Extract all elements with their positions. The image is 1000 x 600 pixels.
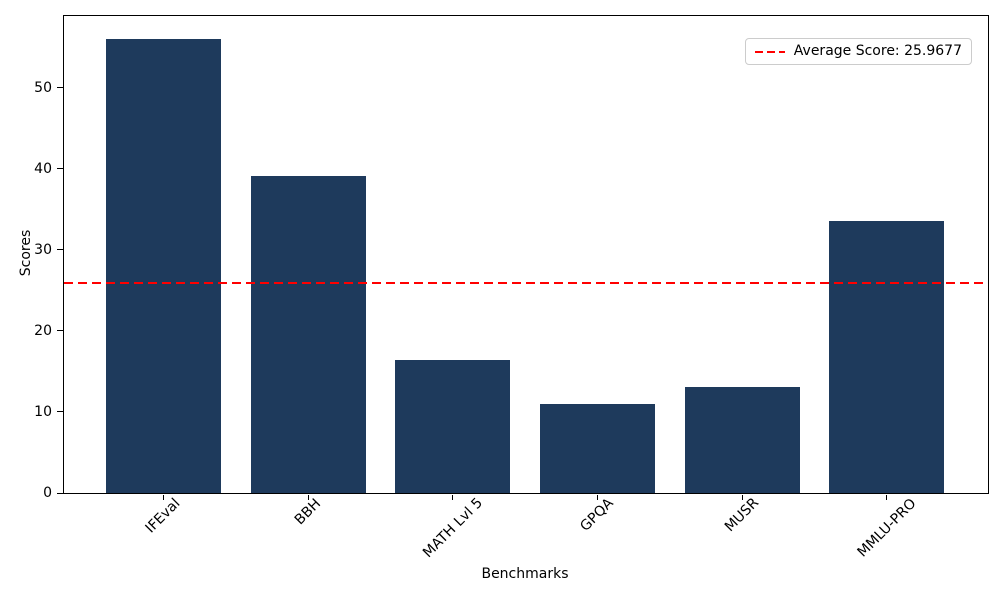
y-tick-20 bbox=[57, 330, 63, 332]
y-tick-label-40: 40 bbox=[34, 160, 52, 177]
bar-math-lvl-5 bbox=[395, 360, 511, 493]
y-tick-label-10: 10 bbox=[34, 403, 52, 420]
average-line-legend-swatch bbox=[754, 50, 785, 53]
x-tick-mmlu-pro bbox=[886, 495, 888, 500]
x-tick-musr bbox=[741, 495, 743, 500]
bar-gpqa bbox=[539, 404, 655, 493]
x-tick-label-ifeval: IFEval bbox=[142, 495, 184, 537]
x-tick-label-gpqa: GPQA bbox=[577, 495, 618, 535]
x-tick-math-lvl-5 bbox=[452, 495, 454, 500]
y-tick-label-50: 50 bbox=[34, 79, 52, 96]
legend-label: Average Score: 25.9677 bbox=[793, 43, 962, 59]
x-tick-label-bbh: BBH bbox=[291, 495, 325, 528]
y-tick-label-0: 0 bbox=[43, 485, 52, 501]
x-tick-label-mmlu-pro: MMLU-PRO bbox=[854, 495, 920, 561]
x-tick-label-musr: MUSR bbox=[721, 495, 763, 536]
x-axis-label: Benchmarks bbox=[481, 566, 569, 582]
legend: Average Score: 25.9677 bbox=[744, 38, 972, 65]
bar-musr bbox=[684, 387, 800, 493]
bar-ifeval bbox=[105, 38, 221, 493]
y-axis-label: Scores bbox=[18, 229, 34, 277]
y-tick-40 bbox=[57, 168, 63, 170]
bar-mmlu-pro bbox=[829, 220, 945, 493]
plot-area: Average Score: 25.9677 IFEval BBH MATH Lvl… bbox=[34, 15, 989, 561]
average-score-line bbox=[64, 281, 988, 284]
bar-bbh bbox=[250, 176, 366, 493]
y-tick-0 bbox=[57, 492, 63, 494]
y-tick-30 bbox=[57, 249, 63, 251]
x-tick-label-math-lvl-5: MATH Lvl 5 bbox=[419, 495, 486, 562]
y-tick-50 bbox=[57, 87, 63, 89]
y-tick-label-30: 30 bbox=[34, 241, 52, 258]
x-tick-gpqa bbox=[596, 495, 598, 500]
y-tick-10 bbox=[57, 411, 63, 413]
y-tick-label-20: 20 bbox=[34, 322, 52, 339]
x-tick-bbh bbox=[307, 495, 309, 500]
x-tick-ifeval bbox=[162, 495, 164, 500]
